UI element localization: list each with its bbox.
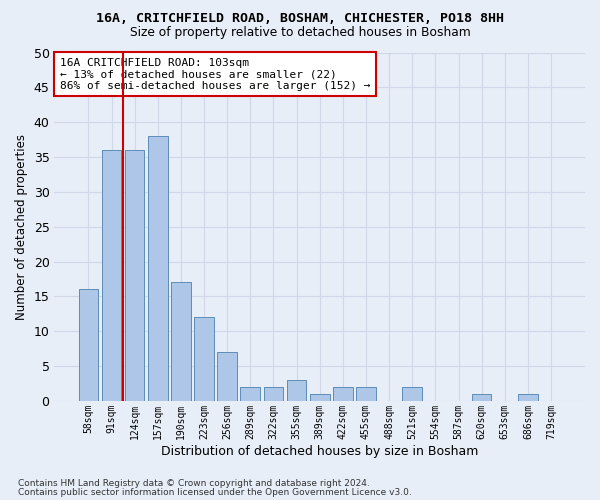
X-axis label: Distribution of detached houses by size in Bosham: Distribution of detached houses by size …: [161, 444, 478, 458]
Bar: [403, 387, 422, 401]
Bar: [333, 387, 353, 401]
Text: 16A CRITCHFIELD ROAD: 103sqm
← 13% of detached houses are smaller (22)
86% of se: 16A CRITCHFIELD ROAD: 103sqm ← 13% of de…: [60, 58, 370, 91]
Bar: [194, 318, 214, 401]
Bar: [356, 387, 376, 401]
Bar: [287, 380, 307, 401]
Bar: [241, 387, 260, 401]
Text: Contains public sector information licensed under the Open Government Licence v3: Contains public sector information licen…: [18, 488, 412, 497]
Bar: [263, 387, 283, 401]
Bar: [125, 150, 145, 401]
Bar: [217, 352, 237, 401]
Text: Contains HM Land Registry data © Crown copyright and database right 2024.: Contains HM Land Registry data © Crown c…: [18, 479, 370, 488]
Bar: [310, 394, 329, 401]
Bar: [148, 136, 167, 401]
Bar: [472, 394, 491, 401]
Bar: [171, 282, 191, 401]
Text: 16A, CRITCHFIELD ROAD, BOSHAM, CHICHESTER, PO18 8HH: 16A, CRITCHFIELD ROAD, BOSHAM, CHICHESTE…: [96, 12, 504, 26]
Bar: [79, 290, 98, 401]
Bar: [101, 150, 121, 401]
Text: Size of property relative to detached houses in Bosham: Size of property relative to detached ho…: [130, 26, 470, 39]
Y-axis label: Number of detached properties: Number of detached properties: [15, 134, 28, 320]
Bar: [518, 394, 538, 401]
